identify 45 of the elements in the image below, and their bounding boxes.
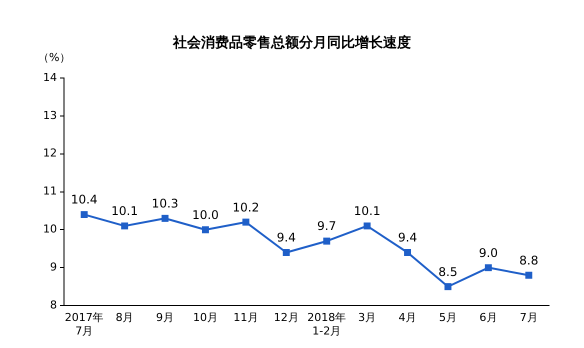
data-label: 9.4 (398, 230, 418, 245)
point (444, 283, 452, 290)
y-tick-label: 14 (42, 70, 57, 84)
data-label: 9.7 (317, 219, 336, 234)
x-tick-label: 2018年 1-2月 (307, 311, 346, 338)
point (202, 226, 209, 234)
data-label: 8.8 (519, 253, 538, 268)
x-tick-label: 2017年 7月 (64, 311, 104, 338)
y-tick-label: 10 (42, 222, 57, 236)
x-tick-label: 6月 (479, 311, 498, 324)
data-label: 8.5 (438, 264, 458, 279)
x-tick-label: 4月 (398, 311, 417, 324)
point (323, 238, 330, 245)
y-tick-label: 12 (42, 146, 57, 160)
y-tick-label: 9 (50, 260, 57, 274)
data-label: 10.2 (232, 200, 260, 214)
x-tick-label: 5月 (438, 311, 457, 324)
point (162, 214, 169, 222)
data-label: 10.1 (354, 204, 380, 218)
point (404, 249, 412, 256)
point (242, 218, 250, 226)
y-tick-label: 8 (50, 298, 57, 312)
x-tick-label: 10月 (192, 311, 218, 324)
data-label: 9.0 (478, 246, 498, 260)
x-tick-label: 7月 (520, 311, 538, 324)
x-tick-label: 11月 (233, 311, 258, 324)
point (484, 264, 492, 272)
x-tick-label: 9月 (156, 311, 174, 324)
x-tick-label: 8月 (116, 311, 134, 324)
point (80, 211, 88, 218)
point (364, 222, 371, 230)
data-label: 9.4 (276, 230, 296, 245)
data-label: 10.0 (192, 208, 219, 222)
chart-title: 社会消费品零售总额分月同比增长速度 (172, 34, 412, 52)
x-tick-label: 12月 (274, 311, 299, 324)
data-label: 10.4 (70, 192, 98, 207)
y-tick-label: 13 (42, 108, 57, 122)
data-label: 10.1 (111, 204, 138, 218)
point (282, 249, 290, 256)
point (121, 222, 128, 230)
data-label: 10.3 (152, 196, 178, 210)
y-tick-label: 11 (42, 184, 57, 198)
y-axis-title: （%） (38, 50, 70, 65)
point (525, 272, 532, 279)
x-tick-label: 3月 (358, 311, 376, 324)
